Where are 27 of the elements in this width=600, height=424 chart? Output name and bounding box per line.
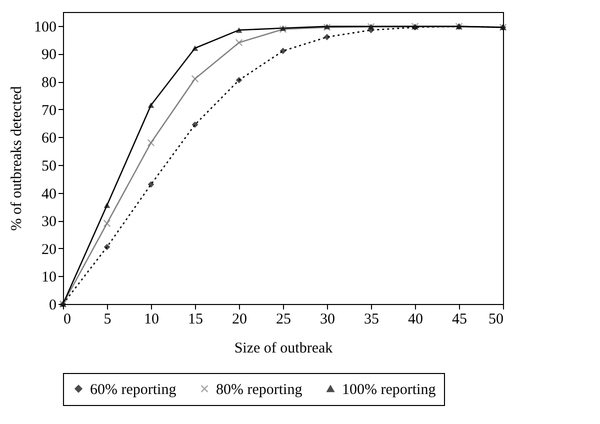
x-tick-label: 30 (320, 312, 335, 328)
y-tick-label: 30 (42, 214, 56, 230)
y-tick-label: 70 (42, 102, 56, 119)
x-tick-label: 25 (276, 312, 291, 328)
x-tick-label: 5 (104, 312, 112, 328)
y-tick-label: 90 (42, 47, 56, 64)
x-tick-label: 35 (364, 312, 379, 328)
x-tick-label: 45 (452, 312, 467, 328)
x-tick-label: 40 (408, 312, 423, 328)
legend-label: 80% reporting (216, 382, 303, 398)
y-tick-label: 50 (42, 158, 56, 174)
legend-label: 100% reporting (342, 382, 436, 398)
x-tick-label: 20 (232, 312, 247, 328)
x-tick-label: 10 (144, 312, 159, 328)
y-tick-label: 10 (42, 270, 56, 286)
y-tick-label: 100 (34, 19, 56, 36)
y-axis-title: % of outbreaks detected (9, 86, 25, 231)
x-axis-title: Size of outbreak (234, 340, 334, 356)
y-tick-label: 40 (42, 186, 56, 202)
x-tick-label: 15 (188, 312, 203, 328)
y-tick-label: 60 (42, 130, 56, 147)
y-tick-label: 0 (49, 298, 56, 314)
x-tick-label: 0 (64, 312, 71, 328)
y-tick-label: 80 (42, 75, 56, 92)
legend-label: 60% reporting (90, 382, 177, 398)
y-tick-label: 20 (42, 242, 56, 258)
x-tick-label: 50 (488, 312, 504, 328)
